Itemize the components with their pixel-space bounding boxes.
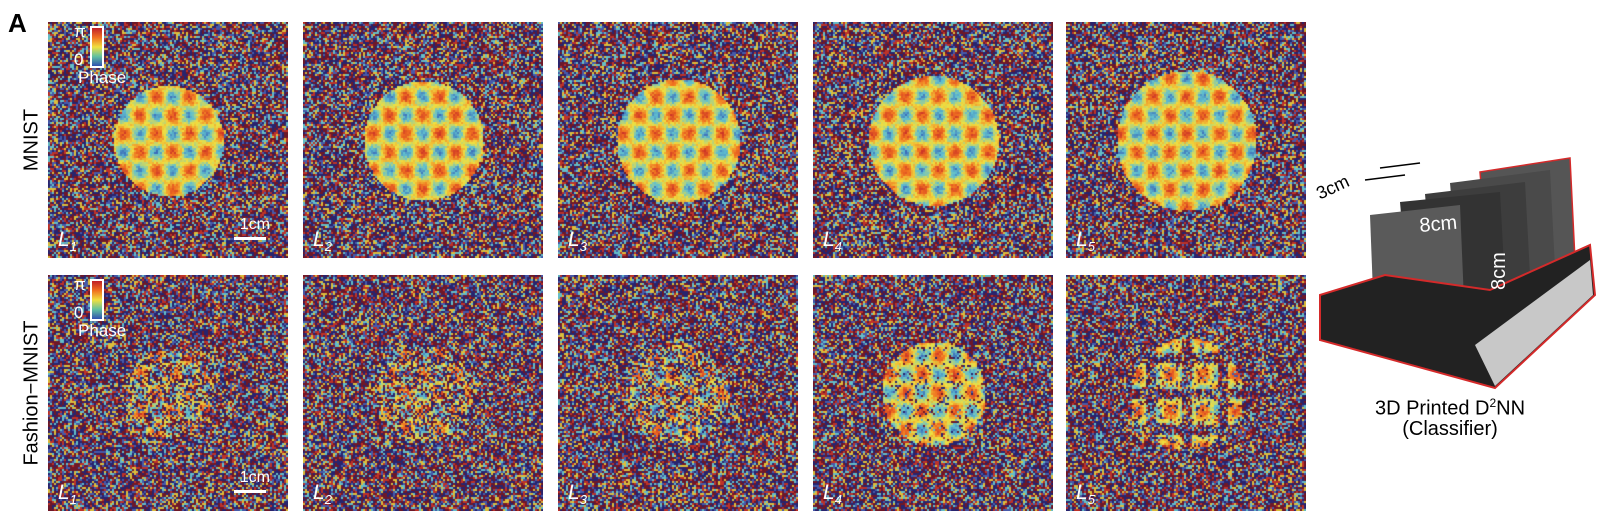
phase-map-row1-layer4: L4 <box>813 22 1053 258</box>
height-label: 8cm <box>1488 252 1510 290</box>
scale-bar-label: 1cm <box>240 469 270 487</box>
phase-map-row1-layer5: L5 <box>1066 22 1306 258</box>
phase-map-row1-layer1: L1 π 0 Phase 1cm <box>48 22 288 258</box>
d2nn-device-photo: 3cm 8cm 8cm <box>1310 150 1599 410</box>
layer-label: L3 <box>568 228 587 254</box>
phase-map-row1-layer2: L2 <box>303 22 543 258</box>
layer-label: L1 <box>58 228 77 254</box>
layer-label: L5 <box>1076 481 1095 507</box>
phase-colorbar <box>90 279 104 321</box>
layer-label: L1 <box>58 481 77 507</box>
row-label-mnist: MNIST <box>21 109 44 171</box>
device-caption-line1: 3D Printed D2NN <box>1330 396 1570 421</box>
phase-map-row2-layer5: L5 <box>1066 275 1306 511</box>
colorbar-max: π <box>74 22 86 42</box>
device-caption-line2: (Classifier) <box>1330 418 1570 441</box>
row-label-fashion-mnist: Fashion−MNIST <box>21 320 44 465</box>
phase-map-row1-layer3: L3 <box>558 22 798 258</box>
layer-label: L2 <box>313 228 332 254</box>
scale-bar <box>234 490 266 493</box>
phase-map-row2-layer4: L4 <box>813 275 1053 511</box>
colorbar-max: π <box>74 275 86 295</box>
colorbar-min: 0 <box>74 50 83 70</box>
layer-label: L3 <box>568 481 587 507</box>
phase-map-row2-layer3: L3 <box>558 275 798 511</box>
phase-colorbar <box>90 26 104 68</box>
layer-label: L4 <box>823 481 842 507</box>
layer-label: L2 <box>313 481 332 507</box>
thickness-label: 3cm <box>1313 171 1352 204</box>
phase-map-row2-layer1: L1 π 0 Phase 1cm <box>48 275 288 511</box>
phase-map-row2-layer2: L2 <box>303 275 543 511</box>
panel-letter: A <box>8 8 27 39</box>
scale-bar-label: 1cm <box>240 216 270 234</box>
width-label: 8cm <box>1419 212 1459 237</box>
colorbar-title: Phase <box>78 68 126 88</box>
colorbar-min: 0 <box>74 303 83 323</box>
scale-bar <box>234 237 266 240</box>
layer-label: L5 <box>1076 228 1095 254</box>
colorbar-title: Phase <box>78 321 126 341</box>
layer-label: L4 <box>823 228 842 254</box>
